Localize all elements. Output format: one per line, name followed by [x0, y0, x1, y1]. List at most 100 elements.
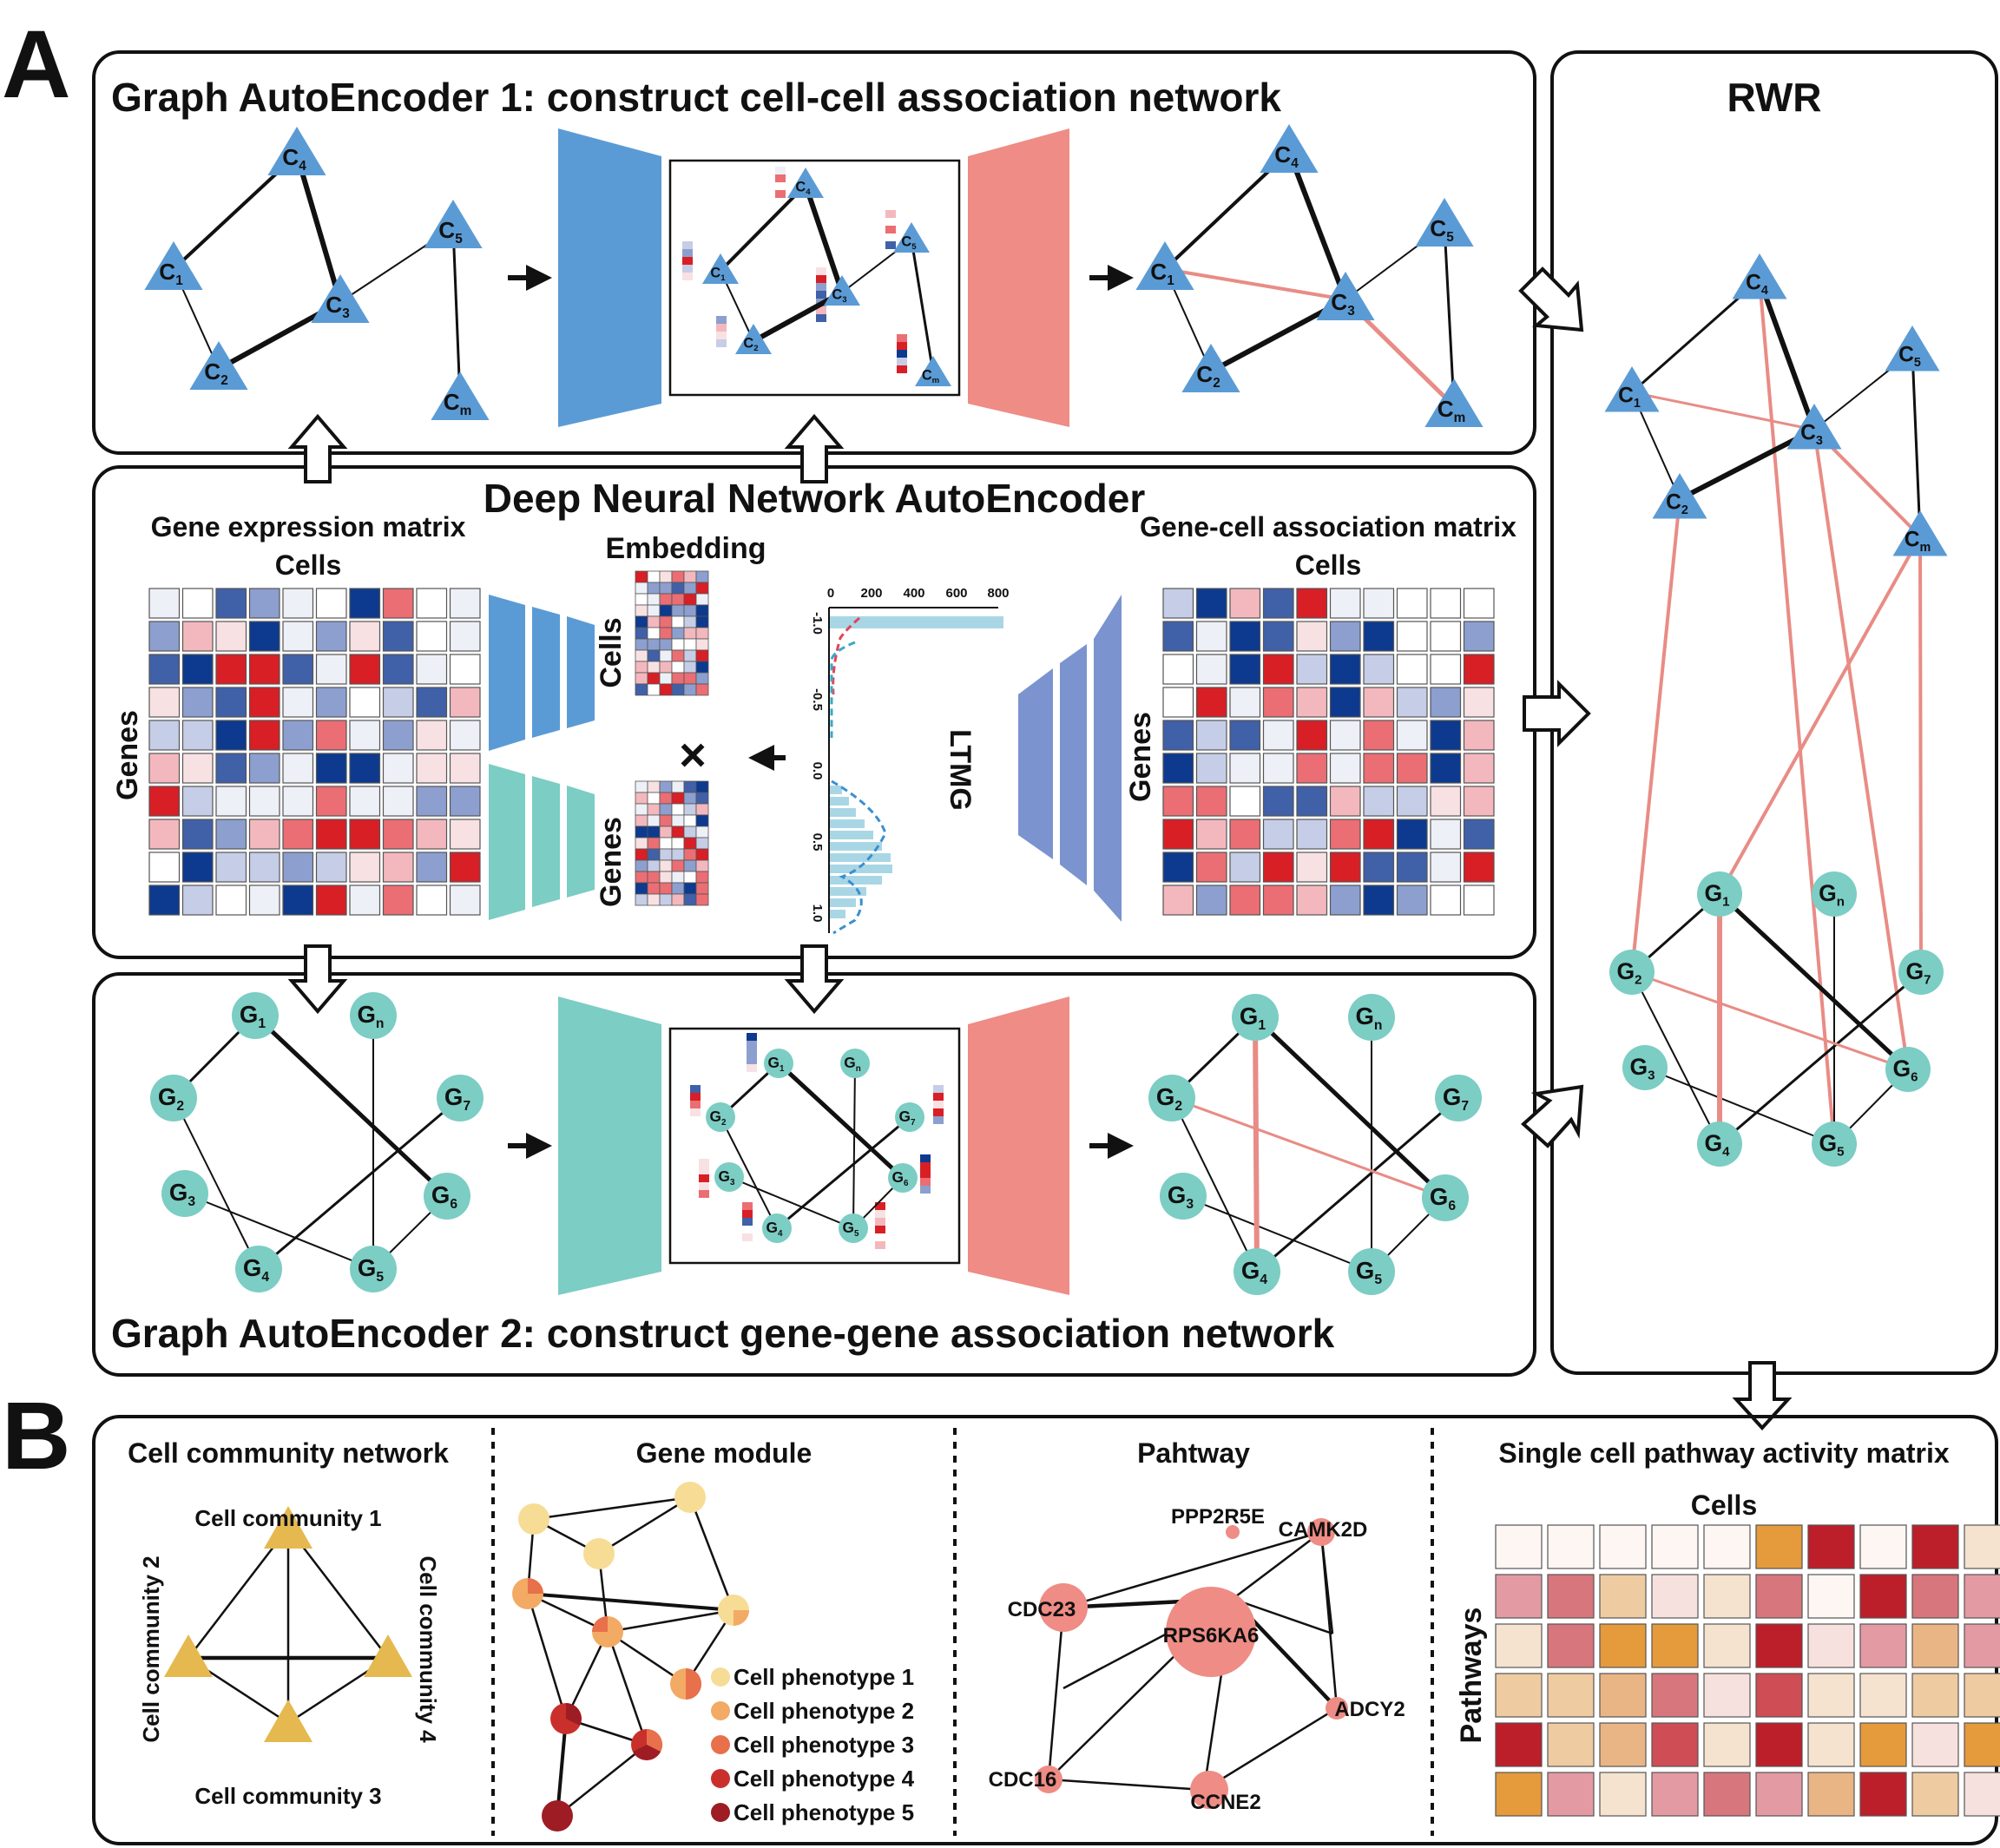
- cell-network-embedding: C1 C2 C3 C4 C5 Cm: [702, 168, 951, 386]
- strip-cell: [933, 1116, 944, 1124]
- network-edge: [294, 154, 343, 303]
- heatmap-cell: [647, 792, 661, 805]
- heatmap-cell: [215, 753, 247, 784]
- network-edge: [173, 1097, 260, 1270]
- heatmap-cell: [659, 871, 673, 884]
- heatmap-cell: [1859, 1673, 1907, 1718]
- cell-node: Cm: [1892, 510, 1948, 556]
- heatmap-cell: [282, 588, 314, 619]
- heatmap-cell: [349, 786, 381, 817]
- heatmap-cell: [695, 803, 709, 816]
- heatmap-cell: [695, 893, 709, 906]
- network-edge: [1164, 267, 1346, 301]
- heatmap-cell: [1329, 852, 1361, 883]
- heatmap-cell: [1807, 1673, 1855, 1718]
- heatmap-cell: [148, 885, 181, 916]
- heatmap-cell: [647, 570, 661, 583]
- heatmap-cell: [1162, 885, 1194, 916]
- heatmap-cell: [148, 588, 181, 619]
- rwr-network: C1 C2 C3 C4 C5 Cm G1 G2 G3 G4 G5 G6 G7 Gn: [1604, 253, 1948, 1167]
- network-edge: [1757, 278, 1817, 431]
- heatmap-cell: [315, 819, 347, 850]
- heatmap-cell: [382, 720, 414, 751]
- gene-node-shape: [424, 1173, 470, 1220]
- heatmap-cell: [449, 819, 481, 850]
- pathway-gene-label: RPS6KA6: [1163, 1624, 1260, 1647]
- heatmap-cell: [382, 687, 414, 718]
- heatmap-cell: [671, 803, 685, 816]
- network-edge: [1182, 1195, 1372, 1273]
- heatmap-cell: [416, 786, 448, 817]
- gae1-title: Graph AutoEncoder 1: construct cell-cell…: [111, 75, 1281, 120]
- network-edge: [1718, 892, 1910, 1071]
- cell-node-shape: [915, 356, 951, 386]
- network-edge: [1171, 1096, 1446, 1200]
- gene-node: G2: [1148, 1075, 1195, 1121]
- heatmap-cell: [1329, 885, 1361, 916]
- cell-node: C2: [1181, 344, 1240, 392]
- cell-node-shape: [735, 324, 772, 354]
- heatmap-cell: [148, 786, 181, 817]
- network-edge: [1911, 351, 1922, 537]
- strip-cell: [747, 1064, 757, 1072]
- dnn-decoder-periwinkle: [1018, 595, 1122, 922]
- heatmap-cell: [683, 814, 697, 827]
- heatmap-cell: [683, 859, 697, 872]
- heatmap-cell: [181, 786, 214, 817]
- heatmap-cell: [695, 848, 709, 861]
- heatmap-cell: [1363, 687, 1395, 718]
- strip-cell: [699, 1174, 709, 1182]
- heatmap-cell: [695, 780, 709, 793]
- gene-node: Gn: [1812, 871, 1857, 917]
- heatmap-cell: [1807, 1524, 1855, 1569]
- heatmap-cell: [659, 672, 673, 685]
- heatmap-cell: [1755, 1623, 1803, 1668]
- heatmap-cell: [449, 654, 481, 685]
- heatmap-cell: [1599, 1673, 1647, 1718]
- heatmap-cell: [1911, 1623, 1959, 1668]
- cell-node: C1: [1135, 241, 1194, 290]
- heatmap-cell: [282, 753, 314, 784]
- heatmap-cell: [1463, 786, 1495, 817]
- heatmap-cell: [215, 588, 247, 619]
- strip-cell: [775, 174, 786, 182]
- cell-node: C5: [424, 200, 483, 248]
- heatmap-cell: [647, 871, 661, 884]
- heatmap-cell: [1430, 885, 1462, 916]
- heatmap-cell: [1463, 753, 1495, 784]
- ltmg-ytick: 0.5: [810, 833, 825, 852]
- heatmap-cell: [349, 819, 381, 850]
- gene-node-shape: [1232, 994, 1279, 1041]
- cell-node-shape: [702, 253, 739, 284]
- cell-node: C2: [735, 324, 772, 354]
- strip-cell: [920, 1154, 931, 1162]
- gene-cell-association-matrix: [1162, 588, 1495, 916]
- gene-network-output: G1 G2 G3 G4 G5 G6 G7 Gn: [1148, 994, 1482, 1295]
- heatmap-cell: [671, 683, 685, 696]
- gene-node-shape: [714, 1162, 744, 1192]
- heatmap-cell: [1463, 654, 1495, 685]
- heatmap-cell: [1363, 852, 1395, 883]
- heatmap-cell: [315, 687, 347, 718]
- heatmap-cell: [659, 780, 673, 793]
- heatmap-cell: [382, 885, 414, 916]
- feature-strip: [775, 167, 786, 206]
- gene-expr-genes-label: Genes: [111, 710, 144, 800]
- heatmap-cell: [1195, 852, 1227, 883]
- cell-node-shape: [1652, 473, 1707, 519]
- rwr-cross-edge: [1630, 498, 1681, 973]
- multiply-sign: ×: [679, 729, 707, 781]
- heatmap-cell: [248, 819, 280, 850]
- feature-strip: [933, 1085, 944, 1124]
- network-edge: [258, 1096, 461, 1271]
- gae2-title: Graph AutoEncoder 2: construct gene-gene…: [111, 1311, 1335, 1356]
- legend-dot: [711, 1701, 730, 1720]
- heatmap-cell: [382, 753, 414, 784]
- heatmap-cell: [695, 837, 709, 850]
- legend-label: Cell phenotype 3: [734, 1732, 914, 1758]
- gene-node: G1: [1697, 871, 1742, 917]
- heatmap-cell: [1162, 786, 1194, 817]
- heatmap-cell: [671, 638, 685, 651]
- heatmap-cell: [695, 825, 709, 839]
- heatmap-cell: [671, 582, 685, 595]
